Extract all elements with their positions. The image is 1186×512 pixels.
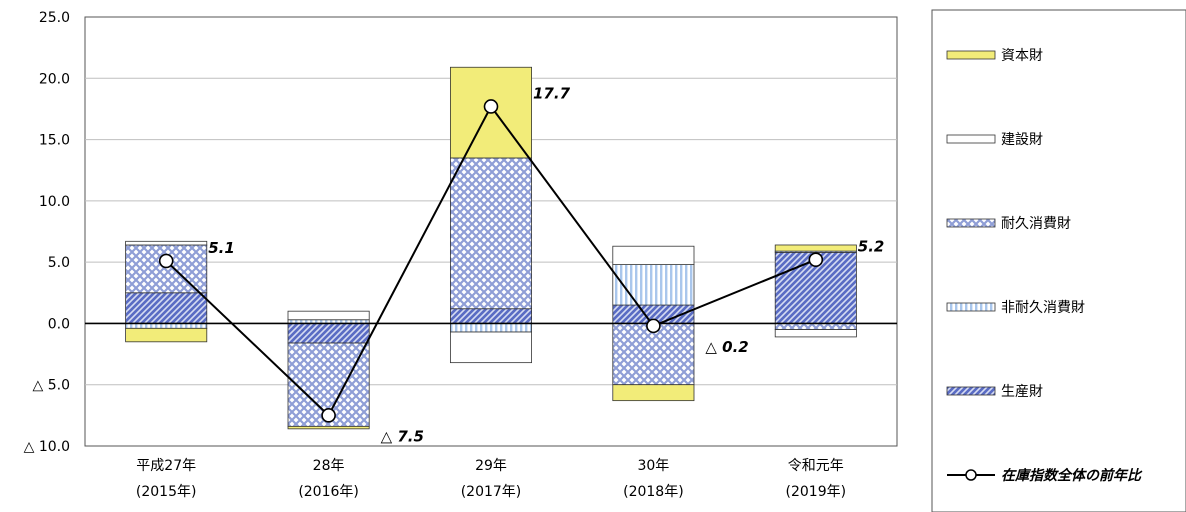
legend-label: 耐久消費財 <box>1001 216 1071 232</box>
legend-frame <box>931 9 1186 512</box>
x-tick-sublabel: (2017年) <box>461 484 522 500</box>
x-tick-sublabel: (2019年) <box>786 484 847 500</box>
line-data-label: 17.7 <box>533 84 571 102</box>
line-marker <box>158 253 174 269</box>
line-data-label: △ 0.2 <box>705 338 748 356</box>
legend-swatch <box>946 386 996 396</box>
y-tick-label: 5.0 <box>48 255 70 271</box>
y-tick-label: △ 5.0 <box>33 378 70 394</box>
bar-segment <box>612 264 695 306</box>
bar-segment <box>774 329 857 338</box>
bar-segment <box>125 292 208 324</box>
x-tick-sublabel: (2016年) <box>298 484 359 500</box>
bar-segment <box>449 157 532 310</box>
legend-swatch <box>946 302 996 312</box>
line-marker <box>808 252 824 267</box>
line-data-label: 5.1 <box>208 239 235 257</box>
x-tick-label: 平成27年 <box>136 458 196 474</box>
x-tick-label: 29年 <box>475 458 507 474</box>
plot-area: 25.0 20.0 15.0 10.0 5.0 0.0 △ 5.0 △ 10.0 5.1 △ 7… <box>24 10 898 500</box>
legend-label: 建設財 <box>1001 132 1043 148</box>
bar-segment <box>449 331 532 364</box>
total-line-series <box>158 99 824 423</box>
legend-label: 在庫指数全体の前年比 <box>1001 467 1143 484</box>
line-marker <box>646 318 661 334</box>
legend-label: 非耐久消費財 <box>1001 300 1085 316</box>
bar-segment <box>612 245 695 265</box>
x-tick-label: 28年 <box>313 458 345 474</box>
line-data-labels: 5.1 △ 7.5 17.7 △ 0.2 5.2 <box>208 84 884 445</box>
stacked-bars <box>125 66 857 430</box>
x-axis-tick-labels: 平成27年 (2015年) 28年 (2016年) 29年 (2017年) 30年 (2018… <box>136 458 846 500</box>
line-marker <box>483 99 499 114</box>
y-tick-label: 25.0 <box>39 10 70 26</box>
bar-segment <box>449 308 532 324</box>
y-tick-label: 10.0 <box>39 194 70 210</box>
bar-segment <box>612 323 695 386</box>
y-tick-label: △ 10.0 <box>24 439 70 455</box>
bar-segment <box>449 323 532 333</box>
x-tick-sublabel: (2018年) <box>623 484 684 500</box>
legend-label: 生産財 <box>1001 384 1043 400</box>
x-tick-sublabel: (2015年) <box>136 484 197 500</box>
bar-segment <box>612 384 695 402</box>
legend-swatch <box>946 50 996 60</box>
y-tick-label: 20.0 <box>39 71 70 87</box>
bar-segment <box>774 323 857 330</box>
legend-swatch <box>946 134 996 144</box>
bar-segment <box>287 425 370 430</box>
bar-segment <box>125 244 208 294</box>
y-tick-label: 15.0 <box>39 133 70 149</box>
bar-segment <box>125 327 208 343</box>
legend-swatch <box>946 218 996 228</box>
line-data-label: △ 7.5 <box>381 427 424 445</box>
bar-segment <box>125 240 208 246</box>
line-marker <box>321 408 336 423</box>
x-tick-label: 令和元年 <box>788 458 844 474</box>
bar-segment <box>774 244 857 252</box>
y-tick-label: 0.0 <box>48 316 70 332</box>
bar-segment <box>287 310 370 321</box>
legend-label: 資本財 <box>1001 48 1043 64</box>
legend-line-marker <box>965 469 977 481</box>
line-data-label: 5.2 <box>858 238 885 256</box>
x-tick-label: 30年 <box>637 458 669 474</box>
y-axis-tick-labels: 25.0 20.0 15.0 10.0 5.0 0.0 △ 5.0 △ 10.0 <box>24 10 70 455</box>
bar-segment <box>287 323 370 344</box>
